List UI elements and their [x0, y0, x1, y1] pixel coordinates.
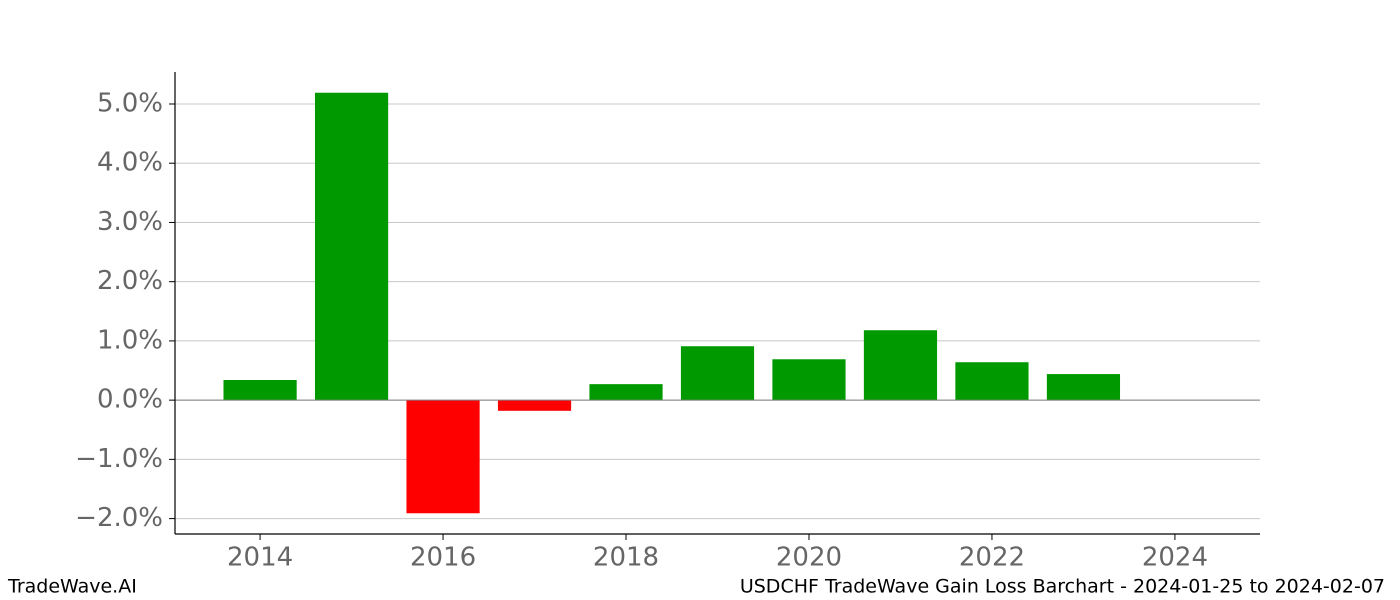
y-tick-label: −2.0%: [75, 503, 163, 533]
bar: [772, 359, 846, 401]
bar: [589, 384, 663, 401]
footer-right: USDCHF TradeWave Gain Loss Barchart - 20…: [740, 576, 1385, 598]
bar: [406, 400, 480, 514]
bar: [1046, 374, 1121, 401]
bar: [497, 400, 572, 411]
x-tick-label: 2014: [227, 543, 293, 573]
y-tick-label: 0.0%: [97, 385, 163, 415]
bar: [863, 330, 938, 401]
x-tick-label: 2016: [410, 543, 476, 573]
y-tick-label: 1.0%: [97, 325, 163, 355]
y-tick-label: 5.0%: [97, 88, 163, 118]
y-tick-label: −1.0%: [75, 444, 163, 474]
x-tick-label: 2024: [1142, 543, 1208, 573]
y-tick-label: 2.0%: [97, 266, 163, 296]
bar: [955, 362, 1029, 401]
footer-left: TradeWave.AI: [7, 576, 137, 598]
bar: [680, 346, 755, 401]
x-tick-label: 2022: [959, 543, 1025, 573]
y-tick-label: 3.0%: [97, 207, 163, 237]
bar: [314, 92, 389, 401]
bar: [223, 380, 297, 401]
x-tick-label: 2020: [776, 543, 842, 573]
x-tick-label: 2018: [593, 543, 659, 573]
y-tick-label: 4.0%: [97, 148, 163, 178]
